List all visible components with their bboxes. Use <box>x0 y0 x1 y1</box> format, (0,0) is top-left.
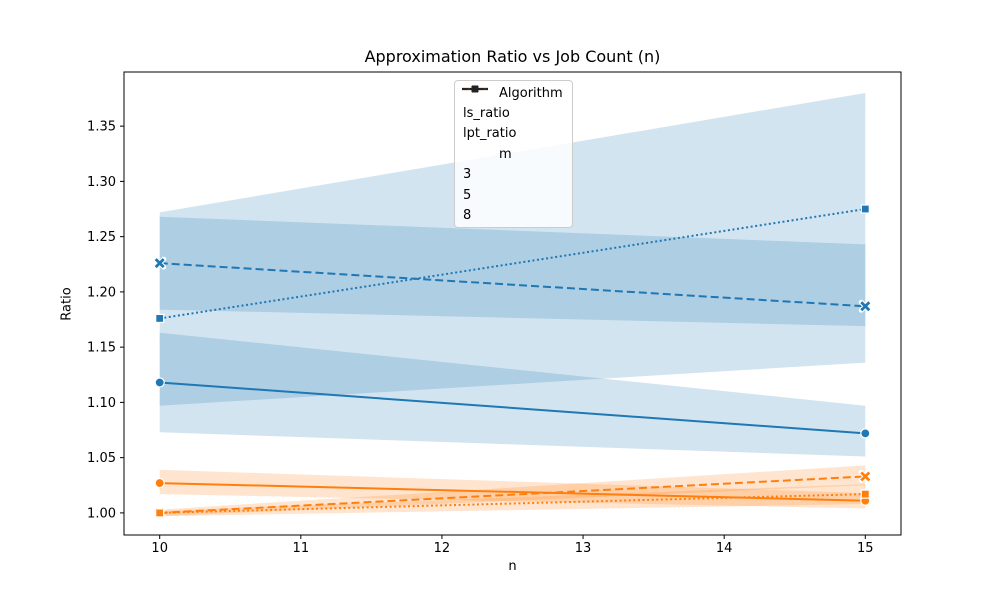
y-tick-label: 1.00 <box>87 506 116 521</box>
x-tick-label: 12 <box>434 541 451 556</box>
y-axis-label: Ratio <box>59 287 75 321</box>
marker-square-lpt-ratio-m8 <box>155 508 165 518</box>
legend-item-m8: 8 <box>455 85 572 225</box>
confidence-band-ls-ratio-m8 <box>159 92 866 406</box>
legend-m-title: m <box>499 146 512 162</box>
legend-label: 5 <box>463 187 472 203</box>
x-axis-label: n <box>508 559 517 574</box>
x-tick-label: 14 <box>716 541 733 556</box>
legend-spacer <box>455 146 491 162</box>
y-tick-label: 1.30 <box>87 175 116 190</box>
marker-square-ls-ratio-m8 <box>860 204 870 214</box>
y-tick-label: 1.20 <box>87 285 116 300</box>
series-line-ls-ratio-m5 <box>159 262 866 308</box>
axes-spines <box>123 71 902 536</box>
confidence-band-ls-ratio-m3 <box>159 332 866 457</box>
marker-circle-ls-ratio-m3 <box>154 377 165 388</box>
y-tick-label: 1.05 <box>87 451 116 466</box>
marker-x-lpt-ratio-m5 <box>860 471 871 482</box>
confidence-band-lpt-ratio-m5 <box>159 465 866 517</box>
series-line-lpt-ratio-m3 <box>159 482 866 502</box>
legend-algorithm-title: Algorithm <box>499 85 563 101</box>
marker-x-ls-ratio-m5 <box>860 301 871 312</box>
dotted-line-square-marker-icon <box>462 85 488 93</box>
y-tick-label: 1.25 <box>87 230 116 245</box>
x-tick-label: 15 <box>857 541 874 556</box>
legend-label: ls_ratio <box>463 106 510 122</box>
legend-title-row: m <box>455 144 572 164</box>
marker-square-lpt-ratio-m8 <box>860 489 870 499</box>
legend-label: 3 <box>463 167 472 183</box>
series-line-lpt-ratio-m5 <box>159 475 866 514</box>
series-line-ls-ratio-m3 <box>159 381 866 435</box>
marker-circle-lpt-ratio-m3 <box>154 477 165 489</box>
x-tick-label: 13 <box>575 541 592 556</box>
legend-label: lpt_ratio <box>463 126 517 142</box>
confidence-band-ls-ratio-m5 <box>159 216 866 327</box>
chart-title: Approximation Ratio vs Job Count (n) <box>364 47 661 66</box>
legend-item-ls-ratio: ls_ratio <box>455 87 572 123</box>
legend-item-m3: 3 <box>455 85 572 185</box>
legend-item-lpt-ratio: lpt_ratio <box>455 87 572 144</box>
y-tick-label: 1.35 <box>87 120 116 135</box>
series-line-ls-ratio-m8 <box>159 208 866 320</box>
legend: Algorithm ls_ratio lpt_ratio m 3 <box>454 80 573 228</box>
y-tick-label: 1.15 <box>87 341 116 356</box>
marker-x-ls-ratio-m5 <box>154 258 165 269</box>
legend-item-m5: 5 <box>455 85 572 205</box>
marker-circle-ls-ratio-m3 <box>860 428 871 439</box>
x-tick-label: 11 <box>293 541 310 556</box>
legend-title-row: Algorithm <box>455 83 572 103</box>
marker-square-ls-ratio-m8 <box>155 313 165 324</box>
legend-label: 8 <box>463 208 472 224</box>
x-tick-label: 10 <box>151 541 168 556</box>
y-tick-label: 1.10 <box>87 396 116 411</box>
